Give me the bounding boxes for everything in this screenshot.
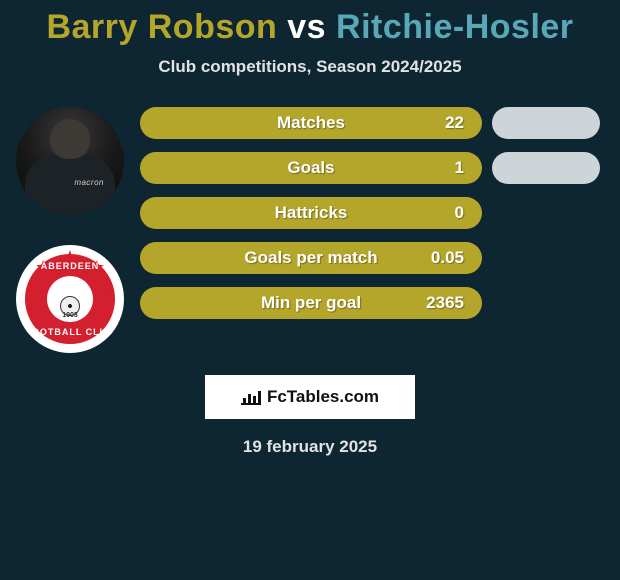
crest-text-bottom: FOOTBALL CLUB <box>25 327 115 337</box>
stat-label: Hattricks <box>275 203 348 223</box>
main-area: macron ★ ★ ★ ABERDEEN 1903 FOOTBALL CLUB <box>0 107 620 353</box>
branding-box: FcTables.com <box>205 375 415 419</box>
stat-label: Min per goal <box>261 293 361 313</box>
chart-icon <box>241 389 261 405</box>
title-vs: vs <box>287 8 326 46</box>
page-title: Barry Robson vs Ritchie-Hosler <box>0 8 620 47</box>
subtitle: Club competitions, Season 2024/2025 <box>0 57 620 77</box>
club-crest-avatar: ★ ★ ★ ABERDEEN 1903 FOOTBALL CLUB <box>16 245 124 353</box>
shirt-brand-label: macron <box>74 178 104 187</box>
stats-column: Matches 22 Goals 1 Hattricks 0 <box>130 107 610 319</box>
stat-value-left: 2365 <box>426 293 464 313</box>
stat-row: Hattricks 0 <box>140 197 600 229</box>
branding-text: FcTables.com <box>267 387 379 407</box>
stat-row: Goals per match 0.05 <box>140 242 600 274</box>
stat-label: Goals <box>287 158 334 178</box>
stat-row: Matches 22 <box>140 107 600 139</box>
stat-bar-right <box>492 107 600 139</box>
avatar-column: macron ★ ★ ★ ABERDEEN 1903 FOOTBALL CLUB <box>10 107 130 353</box>
stat-label: Matches <box>277 113 345 133</box>
stat-bar-left: Matches 22 <box>140 107 482 139</box>
stat-row: Goals 1 <box>140 152 600 184</box>
stat-bar-right <box>492 152 600 184</box>
stat-bar-left: Hattricks 0 <box>140 197 482 229</box>
stat-value-left: 1 <box>455 158 464 178</box>
crest-graphic: ★ ★ ★ ABERDEEN 1903 FOOTBALL CLUB <box>25 254 115 344</box>
stat-value-left: 0 <box>455 203 464 223</box>
title-player1: Barry Robson <box>46 8 277 46</box>
comparison-card: Barry Robson vs Ritchie-Hosler Club comp… <box>0 0 620 457</box>
crest-year: 1903 <box>62 312 78 319</box>
stat-bar-left: Min per goal 2365 <box>140 287 482 319</box>
stat-row: Min per goal 2365 <box>140 287 600 319</box>
crest-text-top: ABERDEEN <box>25 261 115 271</box>
stat-bar-left: Goals per match 0.05 <box>140 242 482 274</box>
title-player2: Ritchie-Hosler <box>336 8 574 46</box>
stat-label: Goals per match <box>244 248 377 268</box>
stat-value-left: 22 <box>445 113 464 133</box>
date-label: 19 february 2025 <box>0 437 620 457</box>
player-photo-avatar: macron <box>16 107 124 215</box>
stat-value-left: 0.05 <box>431 248 464 268</box>
stat-bar-left: Goals 1 <box>140 152 482 184</box>
